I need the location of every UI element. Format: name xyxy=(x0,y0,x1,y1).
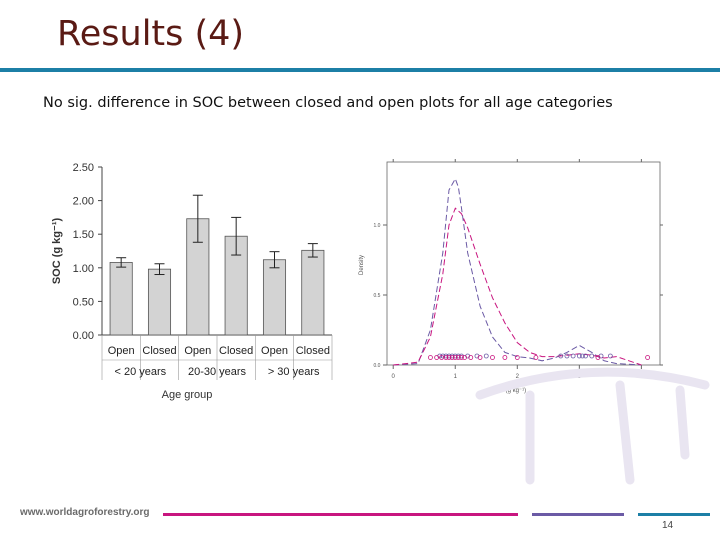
density-curve xyxy=(393,207,642,366)
category-label: Open xyxy=(184,345,211,357)
rug-point xyxy=(645,355,650,360)
category-label: Closed xyxy=(296,345,330,357)
slide-subtitle: No sig. difference in SOC between closed… xyxy=(43,95,613,111)
group-label: < 20 years xyxy=(114,366,166,378)
rug-point xyxy=(428,355,433,360)
rug-point xyxy=(449,355,455,360)
y-axis-title: Density xyxy=(359,255,365,275)
soc-bar-chart: 0.00 0.50 1.00 1.50 2.00 2.50 Open Closed Open Cl… xyxy=(51,162,333,401)
title-rule xyxy=(0,68,720,72)
y-tick-label: 0.5 xyxy=(374,293,381,299)
footer-line-blue xyxy=(638,513,710,516)
y-tick-label: 0.00 xyxy=(73,330,94,342)
x-axis-title: SOC (g kg⁻¹) xyxy=(491,388,526,394)
slide-title: Results (4) xyxy=(57,14,245,54)
rug-point xyxy=(589,353,595,359)
footer-line-magenta xyxy=(163,513,518,516)
rug-point xyxy=(595,355,601,360)
rug-point xyxy=(607,353,613,359)
y-tick-label: 0.50 xyxy=(73,296,94,308)
rug-point xyxy=(459,355,464,360)
rug-point xyxy=(490,355,495,360)
rug-point xyxy=(462,355,467,360)
bar xyxy=(301,249,325,336)
category-label: Open xyxy=(261,345,288,357)
group-label: > 30 years xyxy=(268,366,320,378)
footer-url: www.worldagroforestry.org xyxy=(20,507,150,518)
bar xyxy=(109,262,133,336)
rug-point xyxy=(514,355,520,360)
group-label: 20-30 years xyxy=(188,366,247,378)
x-tick-label: 1 xyxy=(454,374,458,380)
x-tick-label: 2 xyxy=(516,374,520,380)
rug-point xyxy=(455,355,461,360)
y-tick-label: 0.0 xyxy=(374,363,381,369)
density-curve xyxy=(393,177,642,366)
rug-point xyxy=(580,353,585,359)
y-tick-label: 2.50 xyxy=(73,162,94,174)
page-number: 14 xyxy=(662,520,674,531)
x-axis-title: Age group xyxy=(162,389,213,401)
rug-point xyxy=(446,355,452,360)
rug-point xyxy=(468,355,474,360)
rug-point xyxy=(443,355,449,360)
bar xyxy=(262,259,287,336)
rug-point xyxy=(533,355,539,360)
rug-point xyxy=(477,355,483,360)
rug-point xyxy=(434,355,440,360)
category-label: Closed xyxy=(142,345,176,357)
rug-point xyxy=(570,353,576,359)
category-label: Closed xyxy=(219,345,253,357)
rug-point xyxy=(583,353,588,359)
rug-point xyxy=(576,353,582,359)
icraf-tree-watermark xyxy=(475,367,710,485)
y-tick-label: 1.50 xyxy=(73,229,94,241)
rug-point xyxy=(564,353,570,359)
plot-frame xyxy=(386,161,661,366)
rug-point xyxy=(502,355,508,360)
x-tick-label: 0 xyxy=(392,374,396,380)
category-label: Open xyxy=(108,345,135,357)
rug-point xyxy=(483,353,489,359)
bar xyxy=(147,268,172,336)
y-axis-title: SOC (g kg⁻¹) xyxy=(51,218,63,285)
rug-point xyxy=(452,355,458,360)
footer-line-purple xyxy=(532,513,624,516)
y-tick-label: 2.00 xyxy=(73,196,94,208)
y-tick-label: 1.00 xyxy=(73,263,94,275)
rug-point xyxy=(558,353,564,359)
y-tick-label: 1.0 xyxy=(374,223,381,229)
